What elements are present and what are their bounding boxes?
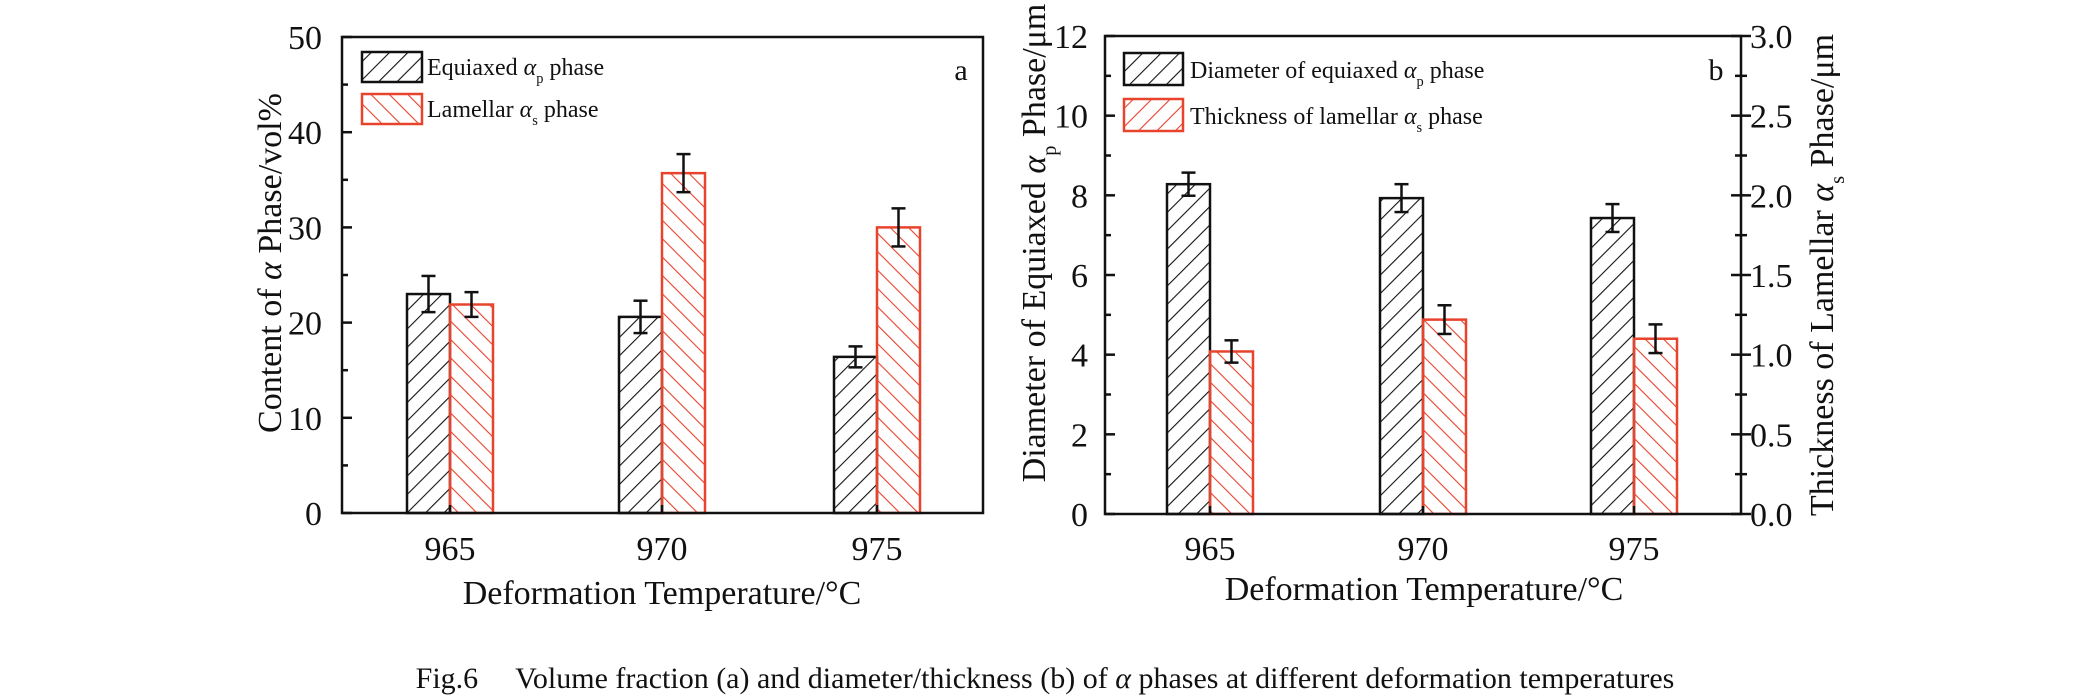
y-tick-label: 12	[1054, 19, 1088, 56]
legend-label: Thickness of lamellar αs phase	[1190, 104, 1483, 136]
error-bar	[1437, 304, 1452, 336]
greek-symbol: α	[1404, 104, 1417, 130]
legend-label: Equiaxed αp phase	[427, 55, 604, 87]
panel-label: b	[1709, 54, 1724, 87]
chart-panel-a: 0 10 20 30 40 50 965 970 975 Equiaxed αp phase La…	[252, 20, 985, 612]
error-bar	[1181, 171, 1196, 197]
legend-item: Thickness of lamellar αs phase	[1122, 97, 1483, 136]
y2-tick-label: 1.0	[1750, 338, 1793, 375]
caption-number: Fig.6	[416, 662, 515, 695]
bars-group	[1165, 171, 1679, 516]
legend-label: Diameter of equiaxed αp phase	[1190, 58, 1484, 90]
greek-symbol: α	[1804, 183, 1841, 202]
bar-lamellar-965	[448, 303, 495, 515]
legend-item: Lamellar αs phase	[360, 92, 599, 129]
error-bar	[1224, 339, 1239, 364]
x-tick-label: 975	[1609, 531, 1660, 568]
y2-tick-label: 3.0	[1750, 19, 1793, 56]
legend-swatch	[1122, 97, 1185, 133]
figure-caption: Fig.6 Volume fraction (a) and diameter/t…	[416, 662, 1675, 695]
y-tick-label: 0	[1071, 497, 1088, 534]
x-tick-label: 975	[852, 531, 903, 568]
axis-ticks: 0 2 4 6 8 10 12 0.0 0.5 1.0 1.5 2.0 2.5 3.0 965 970 975	[1054, 19, 1793, 568]
legend-label: Lamellar αs phase	[427, 97, 599, 129]
error-bar	[1605, 202, 1620, 234]
error-bar	[1648, 323, 1663, 355]
y-tick-label: 30	[288, 210, 322, 247]
legend-swatch	[1122, 51, 1185, 87]
y2-tick-label: 1.5	[1750, 258, 1793, 295]
x-tick-label: 965	[425, 531, 476, 568]
greek-symbol: α	[1404, 58, 1417, 84]
bar-lamellar-975	[875, 226, 922, 515]
panel-label: a	[954, 54, 967, 87]
y2-tick-label: 2.0	[1750, 178, 1793, 215]
y-tick-label: 0	[305, 496, 322, 533]
y-tick-label: 8	[1071, 178, 1088, 215]
y-tick-label: 10	[288, 401, 322, 438]
error-bar	[891, 207, 906, 248]
x-tick-label: 970	[1398, 531, 1449, 568]
bar-lamellar-965	[1208, 350, 1255, 516]
bar-equiaxed-970	[617, 315, 664, 515]
bar-lamellar-975	[1632, 337, 1679, 516]
y2-tick-label: 2.5	[1750, 99, 1793, 136]
x-tick-label: 970	[637, 531, 688, 568]
greek-symbol: α	[524, 55, 537, 81]
bar-equiaxed-965	[405, 292, 452, 515]
y-axis-title-left: Diameter of Equiaxed αp Phase/μm	[1016, 4, 1061, 483]
legend-swatch	[360, 92, 424, 126]
error-bar	[464, 290, 479, 319]
error-bar	[848, 345, 863, 369]
y-axis-title: Content of α Phase/vol%	[252, 93, 289, 433]
plot-frame	[340, 35, 985, 515]
y-tick-label: 4	[1071, 338, 1088, 375]
bar-lamellar-970	[1421, 318, 1468, 516]
bar-lamellar-970	[660, 171, 707, 515]
error-bar	[676, 152, 691, 194]
greek-symbol: α	[520, 97, 533, 123]
y-tick-label: 2	[1071, 417, 1088, 454]
legend-item: Equiaxed αp phase	[360, 50, 604, 87]
y2-tick-label: 0.0	[1750, 497, 1793, 534]
y-tick-label: 10	[1054, 99, 1088, 136]
error-bar	[1394, 182, 1409, 214]
y2-tick-label: 0.5	[1750, 417, 1793, 454]
legend-item: Diameter of equiaxed αp phase	[1122, 51, 1484, 90]
legend-swatch	[360, 50, 424, 84]
x-axis-title: Deformation Temperature/°C	[463, 575, 862, 612]
y-axis-title-right: Thickness of Lamellar αs Phase/μm	[1804, 34, 1849, 516]
y-tick-label: 50	[288, 20, 322, 57]
legend: Equiaxed αp phase Lamellar αs phase	[360, 50, 604, 129]
y-tick-label: 40	[288, 115, 322, 152]
error-bar	[421, 274, 436, 314]
bar-equiaxed-970	[1378, 196, 1425, 516]
bar-equiaxed-965	[1165, 182, 1212, 516]
greek-symbol: α	[1016, 155, 1053, 174]
y-tick-label: 20	[288, 306, 322, 343]
plot-frame	[1103, 34, 1743, 516]
bars-group	[405, 152, 922, 515]
axis-ticks: 0 10 20 30 40 50 965 970 975	[288, 20, 903, 568]
legend: Diameter of equiaxed αp phase Thickness o…	[1122, 51, 1484, 136]
bar-equiaxed-975	[1589, 216, 1636, 516]
x-axis-title: Deformation Temperature/°C	[1225, 571, 1624, 608]
bar-equiaxed-975	[832, 355, 879, 515]
y-tick-label: 6	[1071, 258, 1088, 295]
error-bar	[633, 299, 648, 335]
x-tick-label: 965	[1185, 531, 1236, 568]
greek-symbol: α	[252, 261, 289, 280]
